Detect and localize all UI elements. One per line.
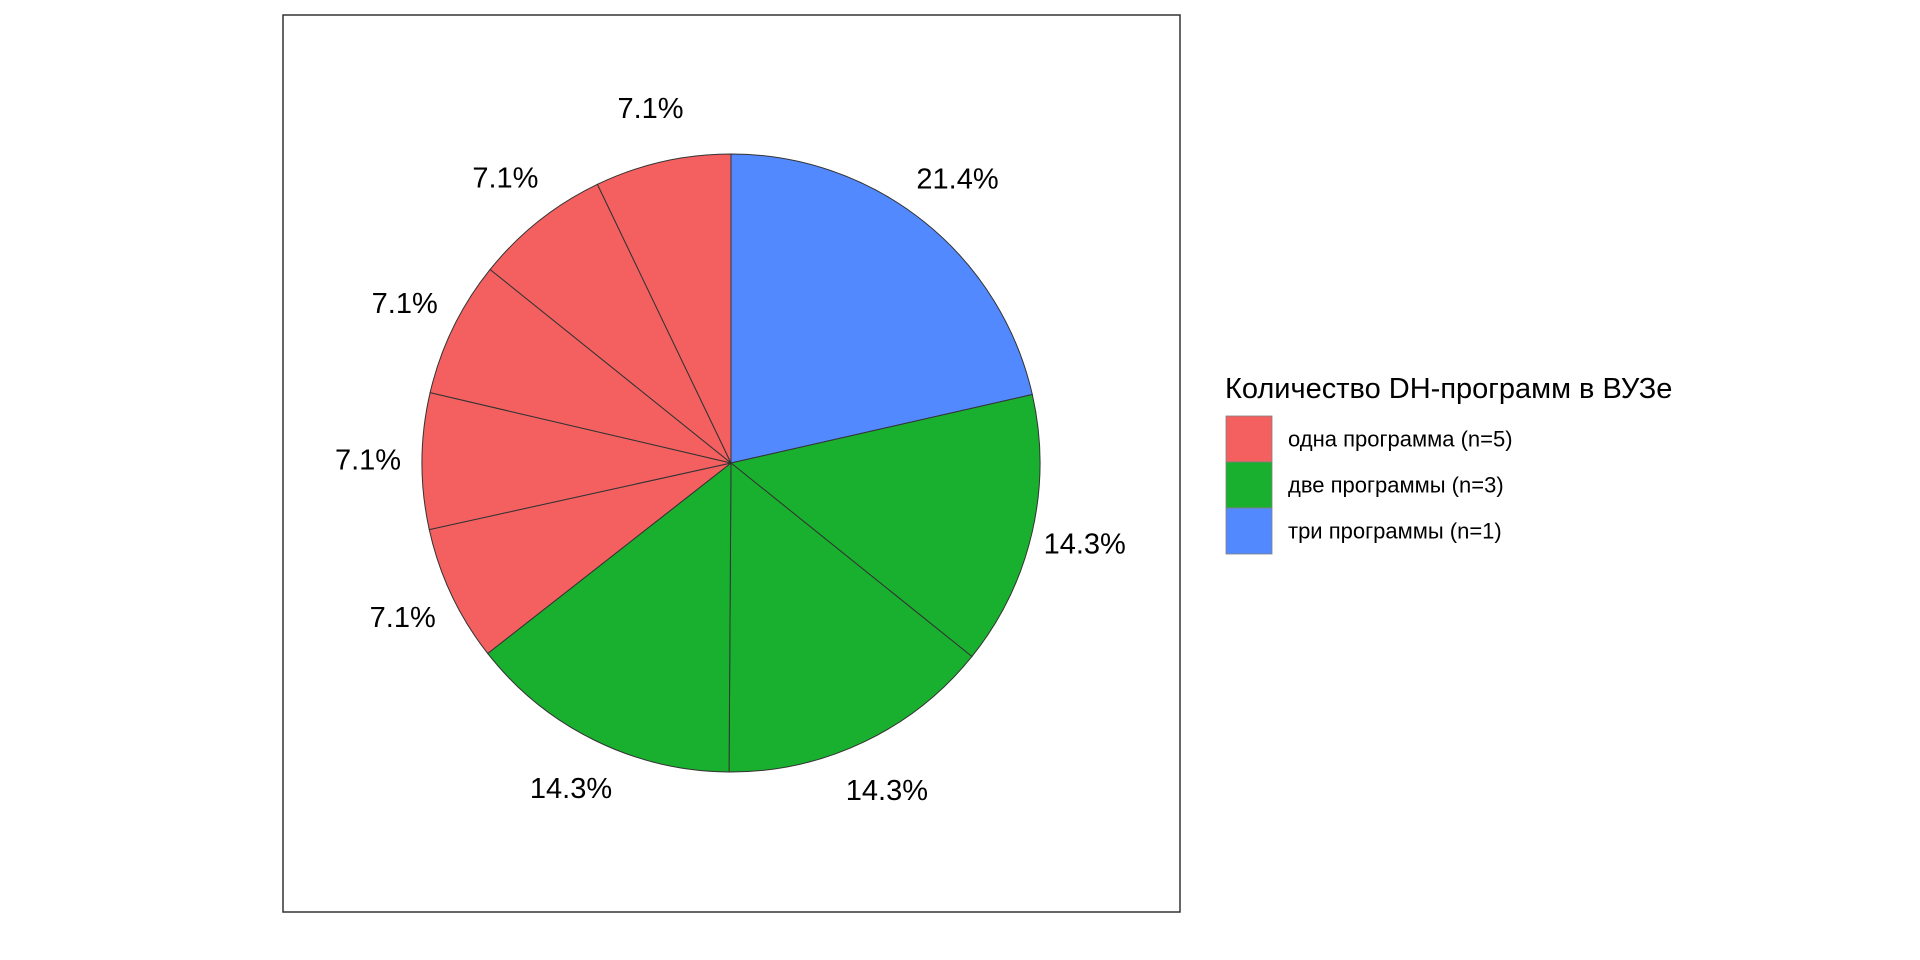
legend-key-2	[1225, 461, 1273, 509]
slice-label-3: 14.3%	[846, 775, 928, 807]
pie-slice-3	[728, 461, 973, 773]
slice-label-4: 14.3%	[530, 773, 612, 805]
pie-slice-4	[486, 461, 732, 773]
panel-border	[282, 14, 1181, 913]
slice-label-6: 7.1%	[335, 445, 401, 477]
legend-label-2: две программы (n=3)	[1288, 473, 1504, 498]
legend-label-1: одна программа (n=5)	[1288, 427, 1513, 452]
pie-slice-1	[730, 153, 1033, 464]
pie-slice-9	[596, 153, 732, 464]
slice-label-2: 14.3%	[1044, 529, 1126, 561]
legend: Количество DH-программ в ВУЗе одна прогр…	[1225, 373, 1672, 555]
slice-label-7: 7.1%	[372, 288, 438, 320]
pie-slice-6	[421, 392, 732, 531]
pie-slices	[421, 153, 1041, 773]
pie-slice-8	[489, 183, 732, 464]
slice-label-1: 21.4%	[916, 163, 998, 195]
slice-label-9: 7.1%	[617, 93, 683, 125]
pie-slice-2	[729, 393, 1041, 658]
legend-title: Количество DH-программ в ВУЗе	[1225, 373, 1672, 405]
slice-label-8: 7.1%	[472, 163, 538, 195]
legend-key-3	[1225, 507, 1273, 555]
legend-key-1	[1225, 415, 1273, 463]
slice-label-5: 7.1%	[370, 602, 436, 634]
legend-label-3: три программы (n=1)	[1288, 519, 1502, 544]
pie-slice-7	[429, 268, 732, 464]
slice-labels: 21.4% 14.3% 14.3% 14.3% 7.1% 7.1% 7.1% 7.1% 7.1%	[335, 93, 1126, 807]
pie-slice-5	[428, 462, 732, 655]
legend-entries: одна программа (n=5) две программы (n=3) т…	[1225, 415, 1513, 555]
